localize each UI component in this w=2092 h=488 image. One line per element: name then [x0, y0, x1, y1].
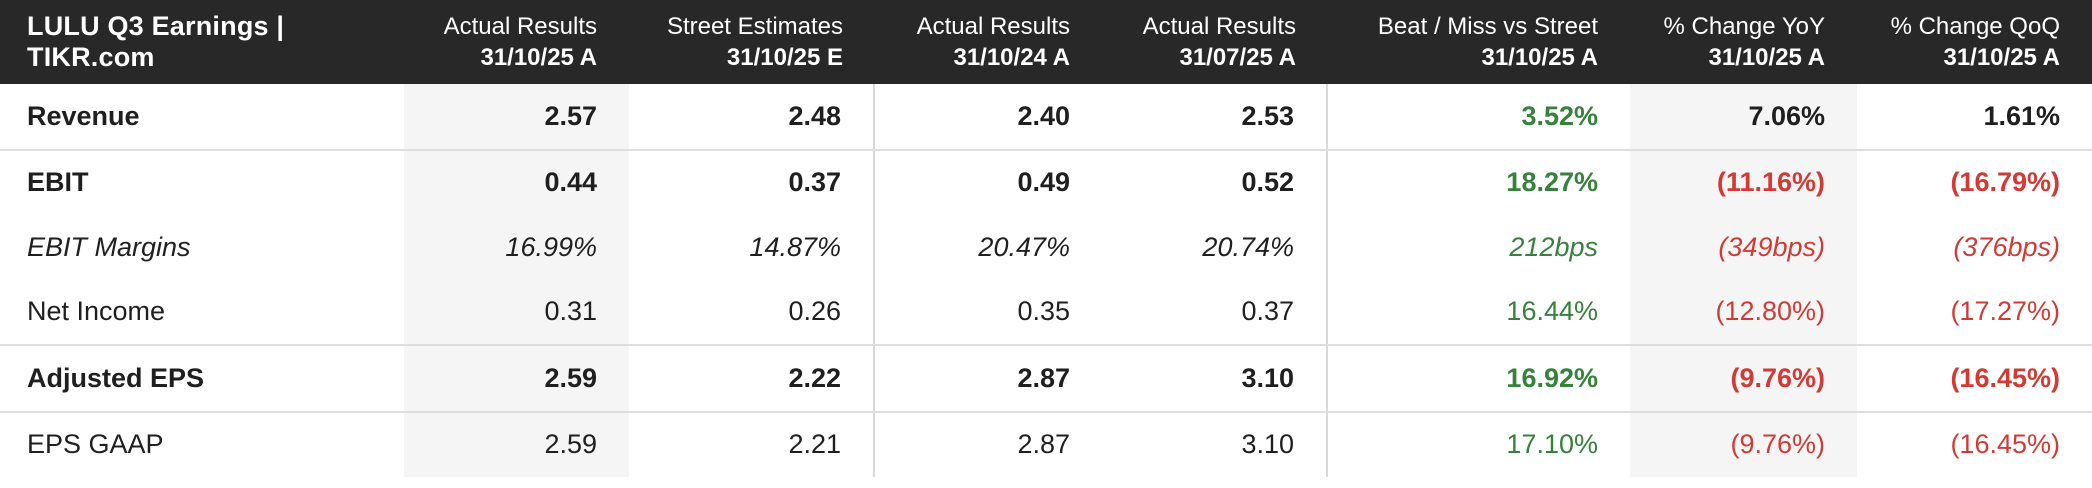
column-header-date: 31/10/25 A: [1708, 44, 1825, 71]
column-header-date: 31/10/25 A: [1943, 44, 2060, 71]
column-header-label: Actual Results: [443, 13, 597, 40]
value-cell: 16.44%: [1506, 296, 1598, 327]
value-cell: 1.61%: [1983, 100, 2060, 131]
value-cell: 2.87: [1017, 429, 1070, 460]
table-row: EPS GAAP 2.59 2.21 2.87 3.10 17.10% (9.76%) (16…: [0, 412, 2092, 477]
table-row: EBIT 0.44 0.37 0.49 0.52 18.27% (11.16%) (16.79…: [0, 150, 2092, 215]
column-header: Actual Results 31/10/24 A: [875, 0, 1102, 84]
value-cell: 3.10: [1102, 412, 1328, 477]
value-cell: 2.57: [404, 84, 629, 149]
value-cell: 17.10%: [1506, 429, 1598, 460]
row-label: Revenue: [27, 100, 140, 131]
column-header-date: 31/10/25 A: [1481, 44, 1598, 71]
value-cell: 7.06%: [1630, 84, 1857, 149]
table-header-row: LULU Q3 Earnings | TIKR.com Actual Resul…: [0, 0, 2092, 84]
value-cell: 14.87%: [629, 215, 875, 280]
value-cell: (16.45%): [1950, 362, 2060, 393]
column-header-label: % Change YoY: [1663, 13, 1825, 40]
value-cell: 0.35: [1017, 296, 1070, 327]
column-header-label: Actual Results: [1142, 13, 1296, 40]
value-cell: 0.37: [629, 150, 875, 215]
column-header-date: 31/10/25 E: [726, 44, 843, 71]
value-cell: 0.37: [1102, 279, 1328, 344]
column-header: Actual Results 31/10/25 A: [404, 0, 629, 84]
value-cell: 2.22: [629, 346, 875, 411]
value-cell: 2.40: [1017, 100, 1070, 131]
column-header-date: 31/10/25 A: [480, 44, 597, 71]
value-cell: (349bps): [1630, 215, 1857, 280]
column-header: % Change YoY 31/10/25 A: [1630, 0, 1857, 84]
table-title: LULU Q3 Earnings | TIKR.com: [27, 11, 285, 72]
value-cell: 16.99%: [404, 215, 629, 280]
value-cell: 2.48: [629, 84, 875, 149]
column-header: Street Estimates 31/10/25 E: [629, 0, 875, 84]
table-row: Adjusted EPS 2.59 2.22 2.87 3.10 16.92% (9.76%…: [0, 346, 2092, 413]
column-header: Beat / Miss vs Street 31/10/25 A: [1328, 0, 1630, 84]
value-cell: (376bps): [1953, 231, 2060, 262]
column-header: Actual Results 31/07/25 A: [1102, 0, 1328, 84]
value-cell: 18.27%: [1506, 167, 1598, 198]
value-cell: 0.31: [404, 279, 629, 344]
table-body: Revenue 2.57 2.48 2.40 2.53 3.52% 7.06% 1.61% EB…: [0, 84, 2092, 477]
value-cell: 20.74%: [1102, 215, 1328, 280]
table-row: Net Income 0.31 0.26 0.35 0.37 16.44% (12.80%)…: [0, 279, 2092, 346]
column-header-label: Actual Results: [916, 13, 1070, 40]
value-cell: 0.52: [1102, 150, 1328, 215]
column-header: % Change QoQ 31/10/25 A: [1857, 0, 2092, 84]
column-header-date: 31/10/24 A: [953, 44, 1070, 71]
value-cell: (12.80%): [1630, 279, 1857, 344]
row-label: EPS GAAP: [27, 429, 164, 460]
value-cell: 2.87: [1017, 362, 1070, 393]
column-header-date: 31/07/25 A: [1179, 44, 1296, 71]
value-cell: 3.52%: [1521, 100, 1598, 131]
value-cell: (9.76%): [1630, 412, 1857, 477]
row-label: EBIT Margins: [27, 231, 191, 262]
table-row: EBIT Margins 16.99% 14.87% 20.47% 20.74% 212b…: [0, 215, 2092, 280]
row-label: Adjusted EPS: [27, 362, 205, 393]
value-cell: 2.21: [629, 412, 875, 477]
value-cell: 0.26: [629, 279, 875, 344]
value-cell: (11.16%): [1630, 150, 1857, 215]
value-cell: (17.27%): [1950, 296, 2060, 327]
value-cell: 2.53: [1102, 84, 1328, 149]
value-cell: (9.76%): [1630, 346, 1857, 411]
row-label: EBIT: [27, 167, 89, 198]
value-cell: 0.49: [1017, 167, 1070, 198]
column-header-label: Beat / Miss vs Street: [1377, 13, 1598, 40]
value-cell: 0.44: [404, 150, 629, 215]
value-cell: 2.59: [404, 412, 629, 477]
value-cell: (16.45%): [1950, 429, 2060, 460]
row-label: Net Income: [27, 296, 166, 327]
value-cell: (16.79%): [1950, 167, 2060, 198]
value-cell: 16.92%: [1506, 362, 1598, 393]
value-cell: 3.10: [1102, 346, 1328, 411]
column-header-label: % Change QoQ: [1890, 13, 2060, 40]
table-row: Revenue 2.57 2.48 2.40 2.53 3.52% 7.06% 1.61%: [0, 84, 2092, 151]
value-cell: 2.59: [404, 346, 629, 411]
column-header-label: Street Estimates: [666, 13, 843, 40]
value-cell: 20.47%: [978, 231, 1070, 262]
value-cell: 212bps: [1509, 231, 1598, 262]
